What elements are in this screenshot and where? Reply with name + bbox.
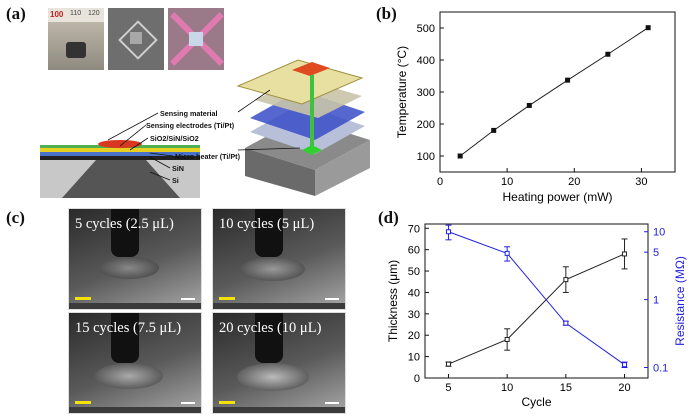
y-axis-label: Thickness (μm) — [386, 260, 400, 342]
y-tick-label: 70 — [408, 223, 420, 235]
photo-caption: 20 cycles (10 μL) — [219, 320, 322, 336]
scale-bar — [219, 401, 235, 404]
photo-caption: 10 cycles (5 μL) — [219, 216, 315, 232]
y2-tick-label: 0.1 — [653, 362, 668, 374]
y-tick-label: 200 — [417, 119, 435, 131]
resistance-line — [448, 231, 625, 366]
chart-d: 5 10 15 200102030405060700.11510CycleThickn… — [386, 223, 687, 409]
y-tick-label: 30 — [408, 309, 420, 321]
data-point — [491, 127, 497, 133]
x-axis-label: Cycle — [521, 395, 551, 409]
ruler-label-0: 100 — [50, 10, 64, 19]
y-tick-label: 60 — [408, 245, 420, 257]
x-tick-label: 10 — [501, 382, 513, 394]
micro-heater-spot — [302, 145, 322, 155]
plot-frame — [439, 11, 676, 173]
y-tick-label: 500 — [417, 23, 435, 35]
chart-b: 0 10 20 30 100 200 300 400 500 Heating power (mW)… — [395, 11, 676, 204]
data-point — [565, 77, 571, 83]
thickness-point — [504, 337, 510, 342]
x-tick-label: 5 — [445, 382, 451, 394]
panel-label-a: (a) — [6, 4, 26, 23]
ruler-label-2: 120 — [88, 10, 100, 17]
x-axis-label: Heating power (mW) — [502, 190, 612, 204]
y-axis-label: Temperature (°C) — [395, 46, 409, 138]
label-sensing-material: Sensing material — [160, 109, 218, 118]
data-point — [526, 102, 532, 108]
y-tick-label: 40 — [408, 287, 420, 299]
panel-label-b: (b) — [376, 4, 397, 23]
photo-10-cycles: 10 cycles (5 μL) — [212, 208, 346, 310]
resistance-point — [445, 229, 451, 235]
x-tick-label: 20 — [618, 382, 630, 394]
data-point — [457, 153, 463, 159]
thickness-point — [622, 251, 628, 257]
y-tick-label: 10 — [408, 352, 420, 364]
plot-frame — [424, 223, 649, 379]
ruler-label-1: 110 — [70, 10, 82, 17]
label-sin: SiN — [172, 164, 184, 173]
data-point — [605, 51, 611, 57]
resistance-point — [563, 320, 569, 326]
x-tick-label: 10 — [501, 176, 513, 188]
scale-bar — [75, 401, 91, 404]
y2-tick-label: 10 — [653, 227, 665, 239]
photo-15-cycles: 15 cycles (7.5 μL) — [68, 312, 202, 414]
series-line — [459, 27, 649, 157]
panel-label-d: (d) — [378, 208, 399, 227]
y2-axis-label: Resistance (MΩ) — [673, 256, 687, 346]
thickness-point — [563, 277, 569, 283]
y2-tick-label: 5 — [653, 247, 659, 259]
data-point — [645, 25, 651, 31]
label-oxide-stack: SiO2/SiN/SiO2 — [150, 134, 199, 143]
label-micro-heater: Micro heater (Ti/Pt) — [175, 152, 241, 161]
y-tick-label: 50 — [408, 266, 420, 278]
sensing-electrode-layer — [236, 59, 364, 105]
label-si: Si — [172, 176, 179, 185]
y-tick-label: 300 — [417, 87, 435, 99]
y2-tick-label: 1 — [653, 295, 659, 307]
label-sensing-electrodes: Sensing electrodes (Ti/Pt) — [146, 121, 235, 130]
x-tick-label: 20 — [568, 176, 580, 188]
resistance-point — [622, 362, 628, 368]
photo-5-cycles: 5 cycles (2.5 μL) — [68, 208, 202, 310]
resistance-point — [504, 250, 510, 256]
device-diagram: Sensing material Sensing electrodes (Ti/… — [40, 59, 370, 198]
x-tick-label: 15 — [560, 382, 572, 394]
y-tick-label: 100 — [417, 151, 435, 163]
photo-20-cycles: 20 cycles (10 μL) — [212, 312, 346, 414]
y-tick-label: 400 — [417, 55, 435, 67]
x-tick-label: 0 — [437, 176, 443, 188]
device-photo-ruler: 100 110 120 — [48, 8, 104, 70]
photo-caption: 15 cycles (7.5 μL) — [75, 320, 182, 336]
sensing-material-spot — [292, 62, 330, 76]
x-tick-label: 30 — [635, 176, 647, 188]
device-photo-chip — [108, 8, 164, 70]
photo-caption: 5 cycles (2.5 μL) — [75, 216, 174, 232]
scale-bar — [219, 297, 235, 300]
device-photo-heater — [168, 8, 224, 70]
thickness-line — [448, 253, 625, 365]
thickness-point — [445, 361, 451, 367]
y-tick-label: 20 — [408, 330, 420, 342]
panel-label-c: (c) — [6, 208, 25, 227]
y-tick-label: 0 — [414, 373, 420, 385]
scale-bar — [75, 297, 91, 300]
